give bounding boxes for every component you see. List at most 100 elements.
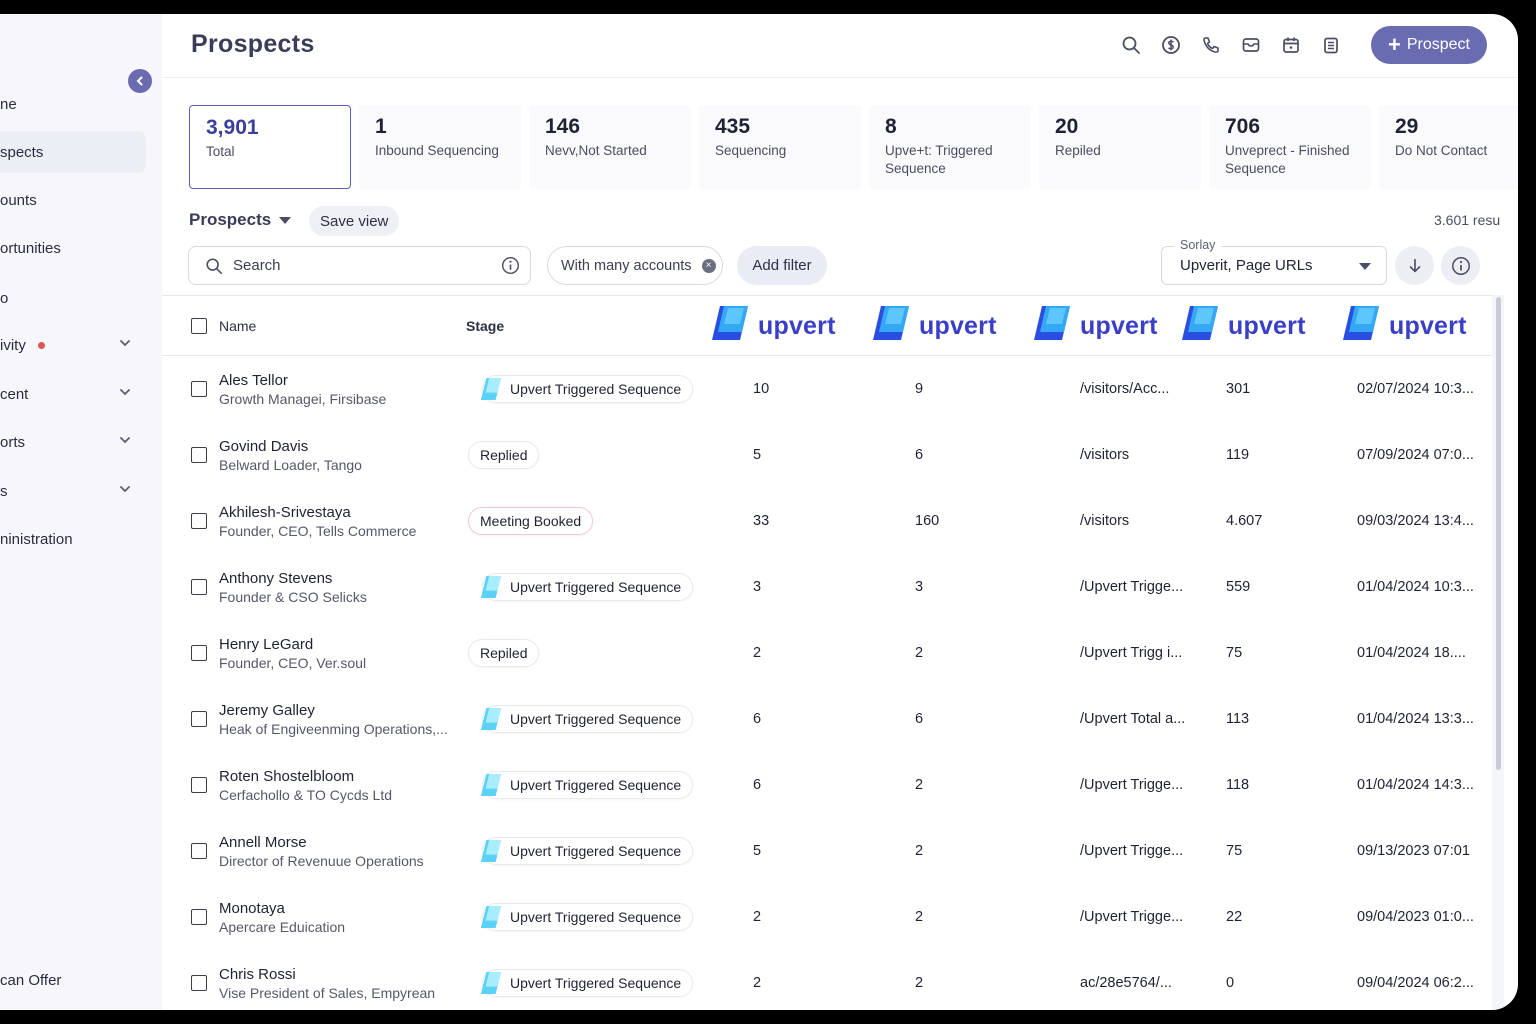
chevron-down-icon[interactable] xyxy=(118,385,134,401)
stage-badge[interactable]: Meeting Booked xyxy=(468,507,594,535)
info-icon[interactable] xyxy=(501,256,520,279)
table-row[interactable]: Ales Tellor Growth Managei, Firsibase Upve… xyxy=(162,356,1492,422)
add-filter-button[interactable]: Add filter xyxy=(737,246,827,285)
collapse-sidebar-button[interactable] xyxy=(128,69,152,93)
filter-chip[interactable]: With many accounts × xyxy=(547,246,723,285)
table-row[interactable]: Henry LeGard Founder, CEO, Ver.soul Repile… xyxy=(162,620,1492,686)
column-header-stage[interactable]: Stage xyxy=(466,318,505,334)
sidebar-item-4[interactable]: o xyxy=(0,277,146,319)
sidebar-item-3[interactable]: ortunities xyxy=(0,227,146,269)
prospect-name[interactable]: Ales Tellor xyxy=(219,371,288,389)
clipboard-icon[interactable] xyxy=(1320,34,1342,56)
row-checkbox[interactable] xyxy=(191,711,207,727)
row-checkbox[interactable] xyxy=(191,975,207,991)
prospect-name[interactable]: Annell Morse xyxy=(219,833,307,851)
sidebar-item-6[interactable]: cent xyxy=(0,373,146,415)
stage-badge[interactable]: Upvert Triggered Sequence xyxy=(480,573,694,601)
table-row[interactable]: Jeremy Galley Heak of Engiveenming Operat… xyxy=(162,686,1492,752)
search-icon[interactable] xyxy=(1120,34,1142,56)
view-selector[interactable]: Prospects xyxy=(189,210,292,230)
prospect-name[interactable]: Chris Rossi xyxy=(219,965,296,983)
table-row[interactable]: Monotaya Apercare Eduication Upvert Trigge… xyxy=(162,884,1492,950)
stage-badge[interactable]: Replied xyxy=(468,441,540,469)
column-header-upvert[interactable]: upvert xyxy=(1032,296,1158,356)
prospect-name-cell[interactable]: Monotaya Apercare Eduication xyxy=(219,884,345,950)
prospect-name[interactable]: Henry LeGard xyxy=(219,635,314,653)
row-checkbox[interactable] xyxy=(191,645,207,661)
stage-badge[interactable]: Upvert Triggered Sequence xyxy=(480,705,694,733)
table-row[interactable]: Roten Shostelbloom Cerfachollo & TO Cycds… xyxy=(162,752,1492,818)
prospect-name-cell[interactable]: Ales Tellor Growth Managei, Firsibase xyxy=(219,356,386,422)
row-checkbox[interactable] xyxy=(191,777,207,793)
stage-card[interactable]: 29 Do Not Contact xyxy=(1379,105,1518,189)
column-header-upvert[interactable]: upvert xyxy=(710,296,836,356)
dollar-icon[interactable] xyxy=(1160,34,1182,56)
row-checkbox[interactable] xyxy=(191,513,207,529)
row-checkbox[interactable] xyxy=(191,579,207,595)
prospect-name-cell[interactable]: Jeremy Galley Heak of Engiveenming Operat… xyxy=(219,686,448,752)
row-checkbox[interactable] xyxy=(191,843,207,859)
stage-card[interactable]: 146 Nevv,Not Started xyxy=(529,105,691,189)
stage-badge[interactable]: Upvert Triggered Sequence xyxy=(480,969,694,997)
prospect-name-cell[interactable]: Roten Shostelbloom Cerfachollo & TO Cycds… xyxy=(219,752,392,818)
prospect-name[interactable]: Akhilesh-Srivestaya xyxy=(219,503,351,521)
prospect-name-cell[interactable]: Annell Morse Director of Revenuue Operati… xyxy=(219,818,424,884)
save-view-button[interactable]: Save view xyxy=(309,206,400,236)
calendar-icon[interactable] xyxy=(1280,34,1302,56)
sidebar-item-1[interactable]: spects xyxy=(0,131,146,173)
prospect-name[interactable]: Monotaya xyxy=(219,899,285,917)
chevron-down-icon[interactable] xyxy=(118,482,134,498)
prospect-name[interactable]: Anthony Stevens xyxy=(219,569,333,587)
stage-badge[interactable]: Upvert Triggered Sequence xyxy=(480,771,694,799)
stage-card[interactable]: 435 Sequencing xyxy=(699,105,861,189)
column-header-name[interactable]: Name xyxy=(219,318,257,334)
stage-badge[interactable]: Upvert Triggered Sequence xyxy=(480,837,694,865)
column-header-upvert[interactable]: upvert xyxy=(871,296,997,356)
sidebar-item-5[interactable]: ivity xyxy=(0,324,146,366)
column-header-upvert[interactable]: upvert xyxy=(1180,296,1306,356)
download-button[interactable] xyxy=(1395,246,1434,285)
stage-card[interactable]: 1 Inbound Sequencing xyxy=(359,105,521,189)
sort-select[interactable]: Sorlay Upverit, Page URLs xyxy=(1161,238,1387,285)
stage-card[interactable]: 706 Unveprect - Finished Sequence xyxy=(1209,105,1371,189)
prospect-name[interactable]: Jeremy Galley xyxy=(219,701,315,719)
stage-badge[interactable]: Upvert Triggered Sequence xyxy=(480,375,694,403)
sidebar-item-7[interactable]: orts xyxy=(0,421,146,463)
table-row[interactable]: Anthony Stevens Founder & CSO Selicks Upve… xyxy=(162,554,1492,620)
stage-card[interactable]: 3,901 Total xyxy=(189,105,351,189)
stage-badge[interactable]: Repiled xyxy=(468,639,540,667)
stage-card[interactable]: 8 Upve+t: Triggered Sequence xyxy=(869,105,1031,189)
sidebar-item-0[interactable]: ne xyxy=(0,83,146,125)
sidebar-item-offer[interactable]: can Offer xyxy=(0,959,146,1001)
table-row[interactable]: Govind Davis Belward Loader, Tango Replied… xyxy=(162,422,1492,488)
prospect-name-cell[interactable]: Chris Rossi Vise President of Sales, Empy… xyxy=(219,950,435,1010)
info-button[interactable] xyxy=(1441,246,1480,285)
phone-icon[interactable] xyxy=(1200,34,1222,56)
select-all-checkbox[interactable] xyxy=(191,318,207,334)
sidebar-item-2[interactable]: ounts xyxy=(0,179,146,221)
add-prospect-button[interactable]: + Prospect xyxy=(1371,26,1487,64)
prospect-name-cell[interactable]: Akhilesh-Srivestaya Founder, CEO, Tells C… xyxy=(219,488,416,554)
search-input[interactable]: Search xyxy=(188,246,531,285)
row-checkbox[interactable] xyxy=(191,381,207,397)
prospect-name-cell[interactable]: Govind Davis Belward Loader, Tango xyxy=(219,422,362,488)
stage-badge[interactable]: Upvert Triggered Sequence xyxy=(480,903,694,931)
stage-card[interactable]: 20 Repiled xyxy=(1039,105,1201,189)
remove-filter-icon[interactable]: × xyxy=(701,258,716,273)
sidebar-item-8[interactable]: s xyxy=(0,470,146,512)
table-row[interactable]: Akhilesh-Srivestaya Founder, CEO, Tells C… xyxy=(162,488,1492,554)
chevron-down-icon[interactable] xyxy=(118,336,134,352)
prospect-name[interactable]: Govind Davis xyxy=(219,437,309,455)
prospect-name-cell[interactable]: Henry LeGard Founder, CEO, Ver.soul xyxy=(219,620,366,686)
column-header-upvert[interactable]: upvert xyxy=(1341,296,1467,356)
prospect-name-cell[interactable]: Anthony Stevens Founder & CSO Selicks xyxy=(219,554,367,620)
inbox-icon[interactable] xyxy=(1240,34,1262,56)
table-row[interactable]: Annell Morse Director of Revenuue Operati… xyxy=(162,818,1492,884)
table-row[interactable]: Chris Rossi Vise President of Sales, Empy… xyxy=(162,950,1492,1010)
prospect-name[interactable]: Roten Shostelbloom xyxy=(219,767,355,785)
row-checkbox[interactable] xyxy=(191,909,207,925)
sidebar-item-9[interactable]: ninistration xyxy=(0,518,146,560)
row-checkbox[interactable] xyxy=(191,447,207,463)
chevron-down-icon[interactable] xyxy=(118,433,134,449)
scrollbar-thumb[interactable] xyxy=(1496,297,1501,770)
